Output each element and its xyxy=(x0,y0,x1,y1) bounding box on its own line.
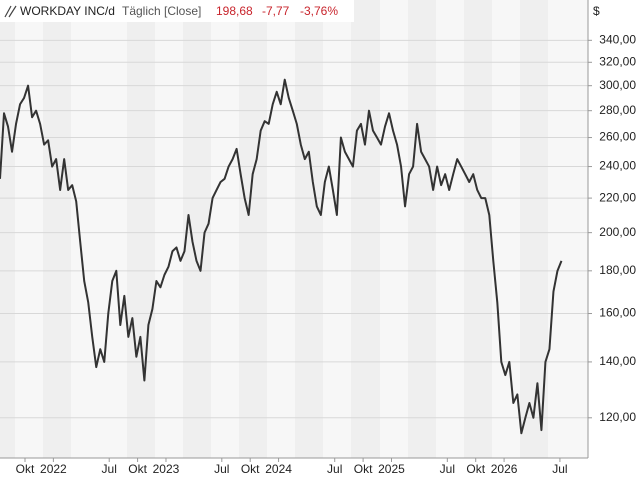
band xyxy=(15,0,43,458)
y-tick-label: 240,00 xyxy=(599,159,636,173)
header-background xyxy=(0,0,354,22)
x-tick-label: Jul xyxy=(327,462,342,476)
band xyxy=(155,0,183,458)
x-tick-label: Okt xyxy=(354,462,373,476)
band xyxy=(267,0,295,458)
x-tick-label: 2025 xyxy=(378,462,405,476)
y-tick-label: 260,00 xyxy=(599,130,636,144)
x-tick-label: Jul xyxy=(552,462,567,476)
x-tick-label: Okt xyxy=(16,462,35,476)
x-tick-label: 2024 xyxy=(265,462,292,476)
band xyxy=(323,0,351,458)
x-tick-label: Jul xyxy=(440,462,455,476)
y-tick-label: 180,00 xyxy=(599,263,636,277)
chart-subtitle: Täglich [Close] xyxy=(122,4,201,18)
price-line xyxy=(0,78,563,435)
price-change-pct: -3,76% xyxy=(300,4,338,18)
x-tick-label: Jul xyxy=(214,462,229,476)
x-tick-label: 2022 xyxy=(40,462,67,476)
y-tick-label: 280,00 xyxy=(599,103,636,117)
band xyxy=(492,0,520,458)
x-tick-label: 2023 xyxy=(153,462,180,476)
y-tick-label: 220,00 xyxy=(599,190,636,204)
series xyxy=(0,78,563,435)
band xyxy=(211,0,239,458)
y-tick-label: 300,00 xyxy=(599,78,636,92)
y-axis-label: $ xyxy=(593,4,600,18)
y-tick-label: 140,00 xyxy=(599,354,636,368)
y-tick-label: 340,00 xyxy=(599,32,636,46)
y-tick-label: 200,00 xyxy=(599,225,636,239)
band xyxy=(548,0,588,458)
y-tick-label: 120,00 xyxy=(599,410,636,424)
x-tick-label: 2026 xyxy=(491,462,518,476)
band xyxy=(380,0,408,458)
band xyxy=(436,0,464,458)
y-tick-label: 160,00 xyxy=(599,306,636,320)
last-price: 198,68 xyxy=(216,4,253,18)
price-change: -7,77 xyxy=(262,4,290,18)
chart-title: WORKDAY INC/d xyxy=(20,4,115,18)
x-tick-label: Okt xyxy=(241,462,260,476)
logo-icon xyxy=(4,5,17,18)
x-tick-label: Okt xyxy=(128,462,147,476)
band xyxy=(71,0,127,458)
bands xyxy=(15,0,588,458)
x-tick-label: Okt xyxy=(466,462,485,476)
y-tick-label: 320,00 xyxy=(599,54,636,68)
x-tick-label: Jul xyxy=(102,462,117,476)
